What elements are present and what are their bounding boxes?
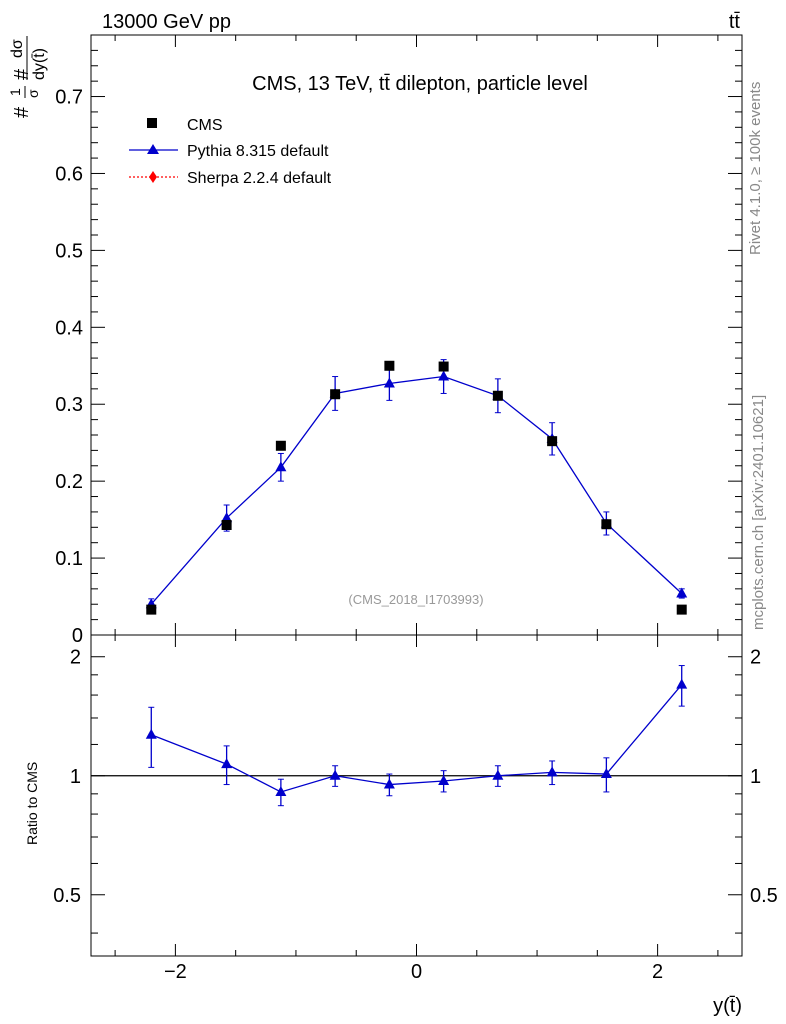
ratio-tick-label-left: 1 bbox=[70, 766, 81, 788]
legend-sherpa-label: Sherpa 2.2.4 default bbox=[187, 170, 332, 187]
x-tick-label: 2 bbox=[652, 961, 663, 983]
legend-pythia-label: Pythia 8.315 default bbox=[187, 143, 329, 160]
y-tick-label: 0.5 bbox=[55, 240, 83, 262]
y-tick-label: 0.6 bbox=[55, 163, 83, 185]
pythia-ratio-point bbox=[492, 769, 504, 780]
pythia-ratio-point bbox=[221, 758, 233, 769]
chart-title: CMS, 13 TeV, tt̄ dilepton, particle leve… bbox=[252, 73, 588, 95]
y-tick-label: 0.3 bbox=[55, 394, 83, 416]
pythia-ratio-series bbox=[145, 665, 688, 807]
pythia-ratio-point bbox=[438, 774, 450, 785]
header-energy-label: 13000 GeV pp bbox=[102, 11, 231, 33]
y-tick-label: 0.1 bbox=[55, 548, 83, 570]
cms-point bbox=[601, 519, 612, 530]
pythia-point bbox=[383, 377, 395, 388]
y-label-sigma: σ bbox=[25, 89, 41, 98]
y-tick-label: 0 bbox=[72, 625, 83, 647]
y-label-one: 1 bbox=[7, 88, 23, 96]
cms-point bbox=[438, 361, 449, 372]
main-y-axis-label: # 1 σ # dσ dy(t̄) bbox=[7, 36, 48, 118]
pythia-line bbox=[150, 375, 683, 605]
pythia-series bbox=[145, 359, 688, 611]
ratio-tick-label-right: 1 bbox=[750, 766, 761, 788]
pythia-ratio-point bbox=[145, 728, 157, 739]
cms-point bbox=[492, 390, 503, 401]
pythia-point bbox=[221, 512, 233, 523]
y-tick-label: 0.4 bbox=[55, 317, 83, 339]
cms-point bbox=[221, 520, 232, 530]
x-tick-label: −2 bbox=[164, 961, 187, 983]
pythia-point bbox=[676, 587, 688, 598]
ratio-tick-label-left: 0.5 bbox=[53, 885, 81, 907]
y-tick-label: 0.2 bbox=[55, 471, 83, 493]
y-label-hash-right: # bbox=[11, 68, 33, 80]
pythia-ratio-point bbox=[383, 778, 395, 789]
ratio-y-axis-label: Ratio to CMS bbox=[24, 762, 40, 845]
pythia-ratio-point bbox=[329, 769, 341, 780]
header-process-label: tt̄ bbox=[729, 11, 741, 33]
x-tick-label: 0 bbox=[411, 961, 422, 983]
axes: −2 0 200.10.20.30.40.50.60.70.5 0.51 12 2 bbox=[53, 34, 778, 983]
cms-point bbox=[384, 360, 395, 371]
pythia-ratio-point bbox=[676, 678, 688, 689]
pythia-ratio-point bbox=[546, 766, 558, 777]
x-axis-label: y(t̄) bbox=[713, 995, 742, 1017]
cms-series bbox=[146, 360, 687, 615]
y-tick-label: 0.7 bbox=[55, 87, 83, 109]
ratio-plot-frame bbox=[90, 634, 743, 957]
ratio-tick-label-right: 2 bbox=[750, 647, 761, 669]
y-label-hash-left: # bbox=[11, 106, 33, 118]
cms-point bbox=[146, 604, 157, 615]
cms-point bbox=[275, 440, 286, 451]
y-label-dsigma: dσ bbox=[9, 39, 26, 58]
legend-cms-label: CMS bbox=[187, 117, 223, 134]
pythia-ratio-point bbox=[600, 768, 612, 779]
ratio-tick-label-left: 2 bbox=[70, 647, 81, 669]
pythia-point bbox=[438, 370, 450, 381]
mcplots-label: mcplots.cern.ch [arXiv:2401.10621] bbox=[750, 395, 767, 630]
cms-point bbox=[676, 604, 687, 615]
y-label-dy: dy(t̄) bbox=[31, 48, 48, 80]
pythia-ratio-line bbox=[151, 684, 683, 793]
cms-point bbox=[330, 389, 341, 400]
pythia-point bbox=[275, 461, 287, 472]
analysis-watermark: (CMS_2018_I1703993) bbox=[348, 592, 483, 607]
legend-pythia-marker bbox=[147, 144, 159, 154]
legend-sherpa-marker bbox=[149, 171, 157, 183]
legend: CMS Pythia 8.315 default Sherpa 2.2.4 de… bbox=[129, 117, 332, 187]
ratio-tick-label-right: 0.5 bbox=[750, 885, 778, 907]
cms-point bbox=[547, 436, 558, 447]
pythia-ratio-point bbox=[275, 785, 287, 796]
rivet-label: Rivet 4.1.0, ≥ 100k events bbox=[747, 82, 764, 255]
legend-cms-marker bbox=[147, 118, 157, 128]
